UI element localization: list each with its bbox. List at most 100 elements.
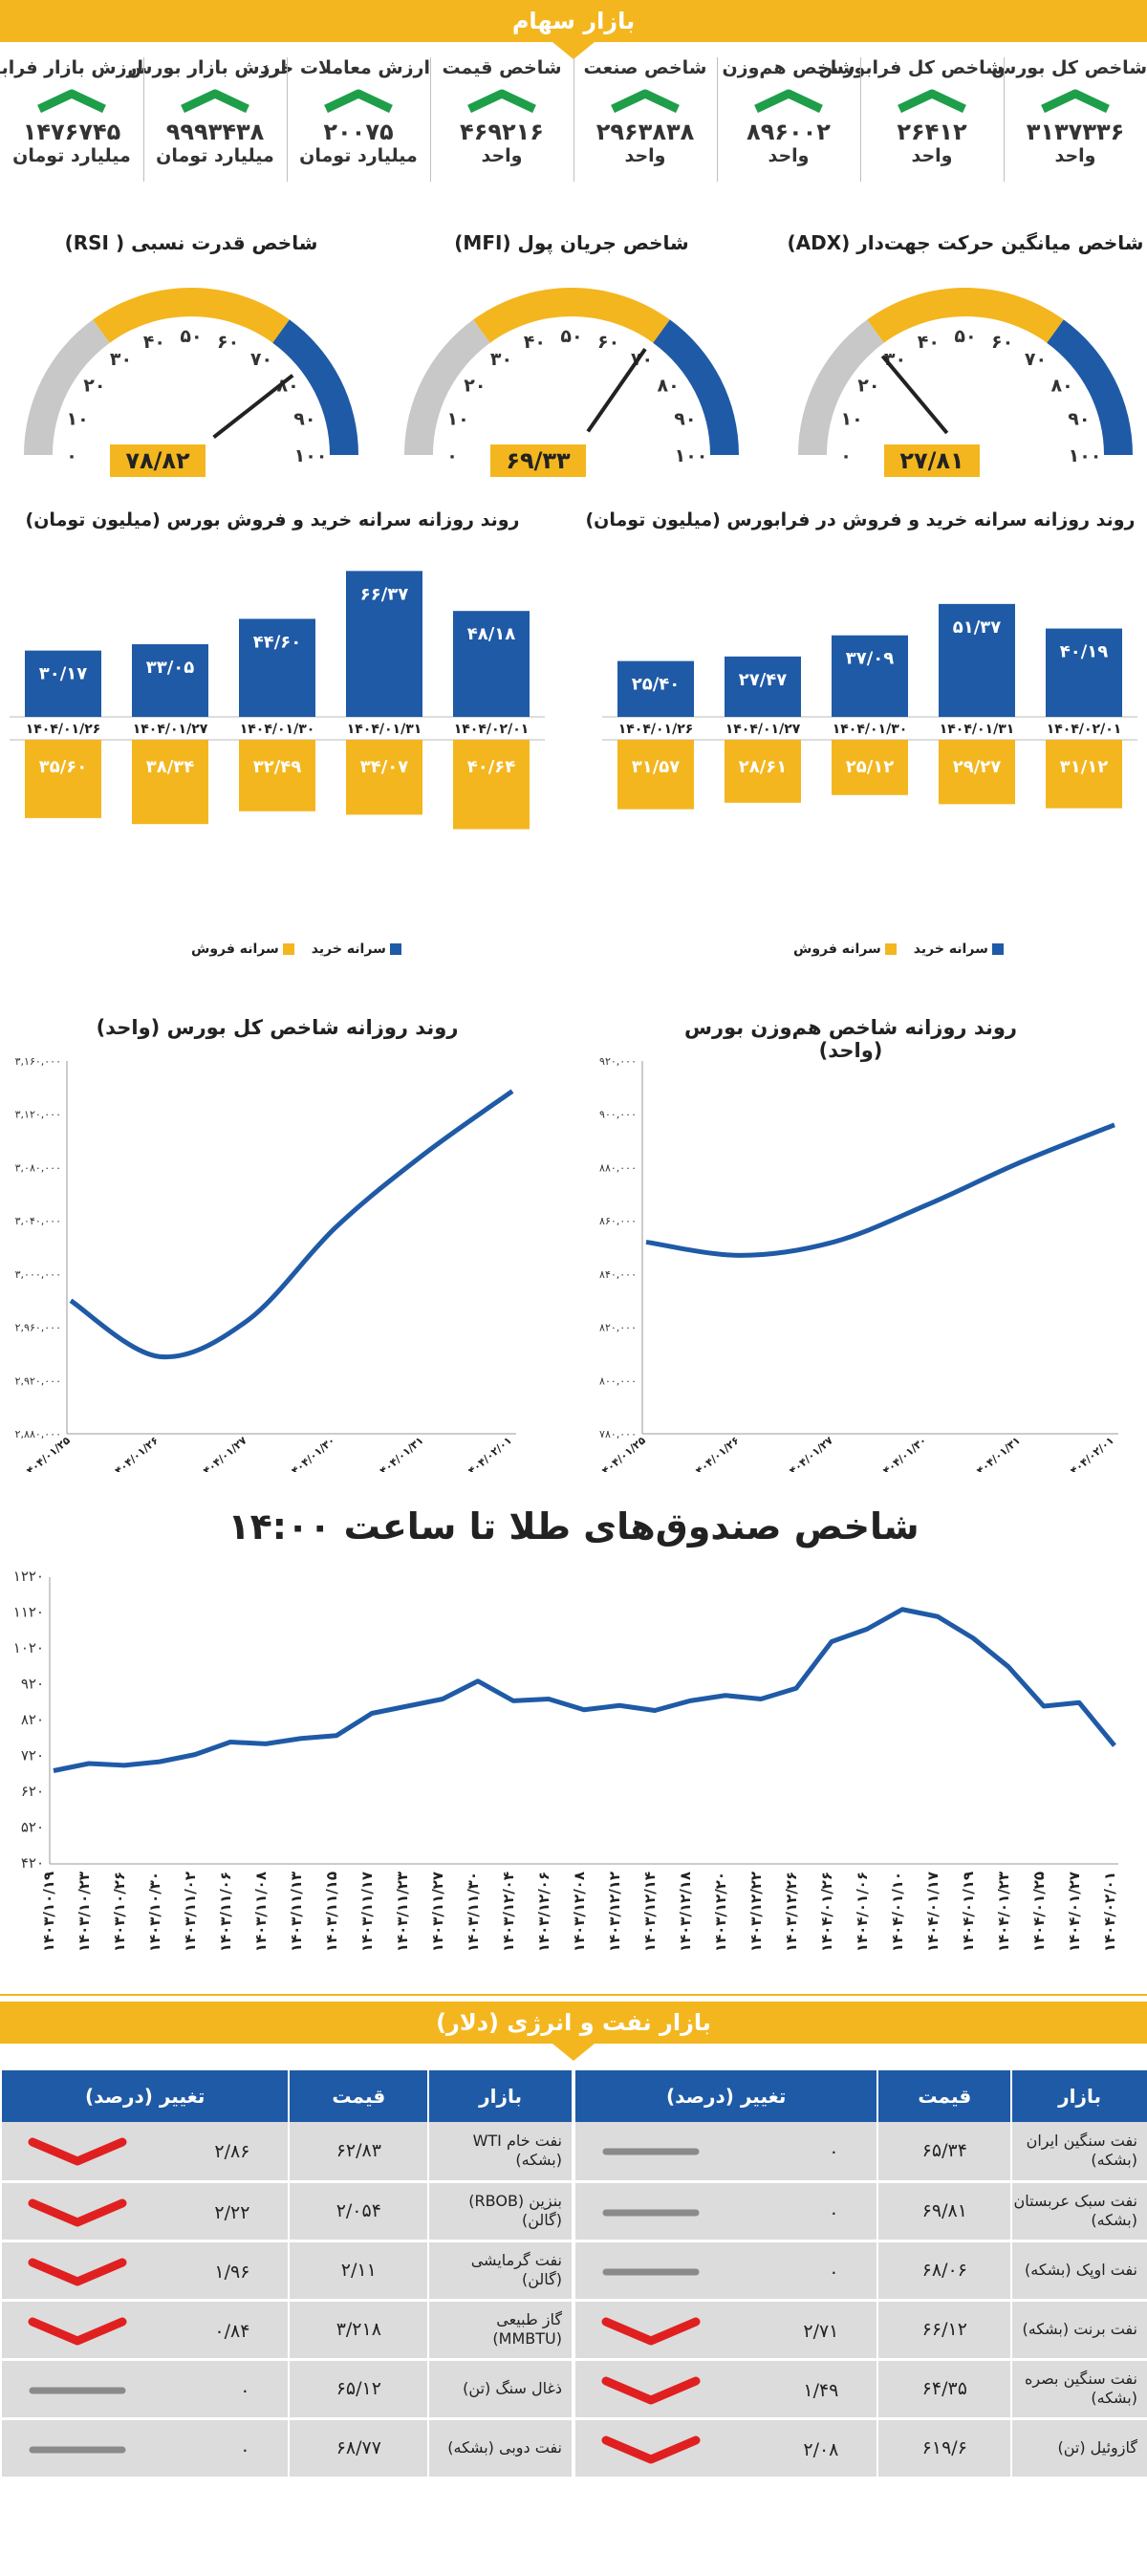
bar-category-label: ۱۴۰۴/۰۲/۰۱ xyxy=(454,722,530,737)
down-chevron-shape xyxy=(601,2317,701,2345)
table-row: نفت گرمایشی (گالن) ۲/۱۱ ۱/۹۶ xyxy=(0,2240,572,2302)
up-chevron-shape xyxy=(181,89,249,113)
market-change: ۲/۷۱ xyxy=(573,2300,878,2361)
down-chevron-icon xyxy=(28,2137,127,2166)
x-tick-label: ۱۴۰۳/۱۱/۱۳ xyxy=(288,1872,305,1950)
energy-banner: بازار نفت و انرژی (دلار) xyxy=(0,2002,1147,2044)
legend-sell: سرانه فروش xyxy=(793,942,897,957)
energy-divider xyxy=(0,1994,1147,1996)
table-header-cell: بازار xyxy=(1010,2070,1147,2122)
down-chevron-shape xyxy=(601,2435,701,2463)
gauge-tick-label: ۲۰ xyxy=(464,376,486,397)
gauge-band-mid xyxy=(473,288,670,343)
y-tick-label: ۳,۰۸۰,۰۰۰ xyxy=(15,1161,61,1174)
gauge-band-high xyxy=(1047,319,1133,455)
table-row: نفت برنت (بشکه) ۶۶/۱۲ ۲/۷۱ xyxy=(573,2300,1147,2361)
gauge-value-label: ۲۷/۸۱ xyxy=(884,444,980,477)
gauge-tick-label: ۴۰ xyxy=(918,332,940,353)
y-tick-label: ۸۴۰,۰۰۰ xyxy=(599,1268,637,1281)
x-tick-label: ۱۴۰۳/۱۲/۱۴ xyxy=(641,1872,659,1950)
x-tick-label: ۱۴۰۳/۱۲/۱۸ xyxy=(677,1872,694,1950)
market-change: ۲/۲۲ xyxy=(0,2181,290,2242)
sell-bar xyxy=(939,740,1015,805)
y-tick-label: ۸۲۰ xyxy=(21,1711,44,1728)
gauge-tick-label: ۱۰۰ xyxy=(675,445,708,466)
energy-notch xyxy=(552,2044,595,2061)
buy-bar xyxy=(453,611,530,717)
buy-bar-label: ۳۷/۰۹ xyxy=(846,649,895,669)
market-change: ۰ xyxy=(573,2181,878,2242)
market-change: ۰ xyxy=(0,2359,290,2420)
market-name: گاز طبیعی (MMBTU) xyxy=(427,2300,572,2361)
y-tick-label: ۲,۹۲۰,۰۰۰ xyxy=(15,1375,61,1387)
gauge-band-low xyxy=(798,319,884,455)
series-line xyxy=(645,1122,1115,1258)
stat-item: شاخص صنعت ۲۹۶۳۸۳۸ واحد xyxy=(574,57,717,166)
x-tick-label: ۱۴۰۳/۱۱/۱۷ xyxy=(358,1872,376,1950)
x-tick-label: ۱۴۰۴/۰۱/۲۷ xyxy=(782,1434,835,1472)
down-chevron-shape xyxy=(28,2258,127,2285)
change-value: ۰/۸۴ xyxy=(214,2320,250,2342)
table-row: نفت اوپک (بشکه) ۶۸/۰۶ ۰ xyxy=(573,2240,1147,2302)
stat-title: شاخص کل بورس xyxy=(991,57,1147,78)
stat-separator xyxy=(143,57,144,182)
y-tick-label: ۱۱۲۰ xyxy=(13,1604,44,1621)
stat-title: ارزش بازار فرابورس xyxy=(0,57,143,78)
buy-bar xyxy=(939,603,1015,717)
market-price: ۶۸/۷۷ xyxy=(288,2418,429,2479)
down-chevron-icon xyxy=(601,2435,701,2463)
change-value: ۲/۷۱ xyxy=(803,2320,839,2342)
sell-bar-label: ۳۱/۱۲ xyxy=(1060,757,1109,777)
x-tick-label: ۱۴۰۴/۰۱/۳۱ xyxy=(373,1434,426,1472)
total-index-title: روند روزانه شاخص کل بورس (واحد) xyxy=(96,1016,459,1039)
buy-bar xyxy=(346,571,422,717)
y-tick-label: ۷۲۰ xyxy=(21,1747,44,1764)
stat-value: ۸۹۶۰۰۲ xyxy=(747,119,831,145)
y-tick-label: ۸۲۰,۰۰۰ xyxy=(599,1322,637,1334)
x-tick-label: ۱۴۰۳/۱۱/۲۳ xyxy=(394,1872,411,1950)
buy-bar xyxy=(239,618,315,717)
market-price: ۲/۱۱ xyxy=(288,2240,429,2302)
down-chevron-icon xyxy=(601,2376,701,2404)
market-change: ۲/۸۶ xyxy=(0,2122,290,2183)
gauge-tick-label: ۵۰ xyxy=(954,326,976,347)
series-line xyxy=(69,1089,514,1360)
gauge-tick-label: ۸۰ xyxy=(658,376,680,397)
gauge-tick-label: ۷۰ xyxy=(250,349,272,370)
market-name: نفت سبک عربستان (بشکه) xyxy=(1010,2181,1147,2242)
stat-title: شاخص کل فرابورس xyxy=(818,57,1004,78)
stat-value: ۲۶۴۱۲ xyxy=(897,119,967,145)
x-tick-label: ۱۴۰۴/۰۱/۲۶ xyxy=(818,1872,835,1950)
stat-separator xyxy=(1004,57,1005,182)
gauge-tick-label: ۹۰ xyxy=(674,408,696,429)
gauge-tick-label: ۱۰۰ xyxy=(1069,445,1102,466)
market-name: نفت سنگین ایران (بشکه) xyxy=(1010,2122,1147,2183)
sell-bar-label: ۲۹/۲۷ xyxy=(953,757,1002,777)
stat-unit: میلیارد تومان xyxy=(156,145,274,166)
up-chevron-icon xyxy=(754,89,823,113)
x-tick-label: ۱۴۰۳/۱۲/۲۰ xyxy=(712,1872,729,1950)
market-name: بنزین (RBOB) (گالن) xyxy=(427,2181,572,2242)
stat-value: ۲۰۰۷۵ xyxy=(323,119,394,145)
flat-dash-icon xyxy=(29,2387,126,2393)
stat-value: ۴۶۹۲۱۶ xyxy=(460,119,544,145)
sell-bar xyxy=(239,740,315,812)
index-stats-row: شاخص کل بورس ۳۱۳۷۳۳۶ واحد شاخص کل فرابورس ۲۶… xyxy=(0,57,1147,191)
y-tick-label: ۵۲۰ xyxy=(21,1819,44,1836)
stat-separator xyxy=(860,57,861,182)
y-tick-label: ۳,۰۰۰,۰۰۰ xyxy=(15,1268,61,1281)
buy-bar xyxy=(725,656,801,717)
x-tick-label: ۱۴۰۴/۰۱/۲۵ xyxy=(1030,1872,1048,1950)
up-chevron-icon xyxy=(898,89,966,113)
up-chevron-shape xyxy=(611,89,680,113)
x-tick-label: ۱۴۰۴/۰۲/۰۱ xyxy=(461,1434,514,1472)
bourse-per-capita-title: روند روزانه سرانه خرید و فروش بورس (میلی… xyxy=(25,509,520,530)
change-value: ۰ xyxy=(829,2261,839,2283)
market-name: نفت دوبی (بشکه) xyxy=(427,2418,572,2479)
bourse-per-capita-chart: ۳۰/۱۷ ۳۵/۶۰ ۱۴۰۴/۰۱/۲۶ ۳۳/۰۵ ۳۸/۳۴ ۱۴۰۴/۰۱/۲۷… xyxy=(10,571,545,830)
gauge-tick-label: ۲۰ xyxy=(83,376,105,397)
sell-bar xyxy=(132,740,208,825)
buy-bar-label: ۲۵/۴۰ xyxy=(632,675,681,695)
gauge-tick-label: ۴۰ xyxy=(524,332,546,353)
